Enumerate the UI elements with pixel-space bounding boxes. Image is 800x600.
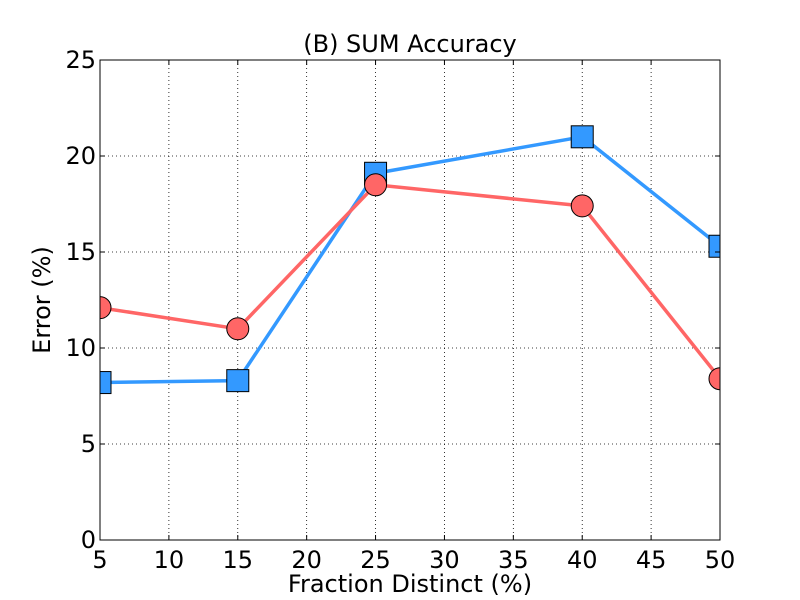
series-line-2 (100, 183, 720, 380)
x-tick-label: 15 (223, 546, 254, 574)
y-tick-label: 20 (65, 142, 96, 170)
series-layer (100, 125, 720, 395)
x-tick-label: 10 (154, 546, 185, 574)
data-point-square (100, 371, 112, 395)
series-group (100, 125, 720, 395)
data-point-circle (100, 296, 112, 320)
y-tick-label: 25 (65, 46, 96, 74)
y-tick-label: 15 (65, 238, 96, 266)
data-point-square (708, 234, 720, 258)
y-tick-label: 0 (81, 526, 96, 554)
x-tick-label: 30 (429, 546, 460, 574)
x-tick-label: 35 (498, 546, 529, 574)
x-tick-label: 5 (92, 546, 107, 574)
data-point-circle (708, 367, 720, 391)
data-point-square (570, 125, 594, 149)
data-point-circle (364, 173, 388, 197)
x-tick-label: 25 (360, 546, 391, 574)
data-point-circle (226, 317, 250, 341)
plot-frame (99, 59, 721, 541)
chart-title: (B) SUM Accuracy (303, 30, 517, 58)
data-point-circle (570, 194, 594, 218)
y-tick-label: 5 (81, 430, 96, 458)
data-point-square (226, 369, 250, 393)
x-tick-label: 40 (567, 546, 598, 574)
x-tick-label: 50 (705, 546, 736, 574)
y-axis-title: Error (%) (28, 246, 56, 354)
y-tick-label: 10 (65, 334, 96, 362)
x-axis-title: Fraction Distinct (%) (288, 570, 532, 598)
x-tick-label: 45 (636, 546, 667, 574)
x-tick-label: 20 (291, 546, 322, 574)
grid (100, 60, 720, 540)
